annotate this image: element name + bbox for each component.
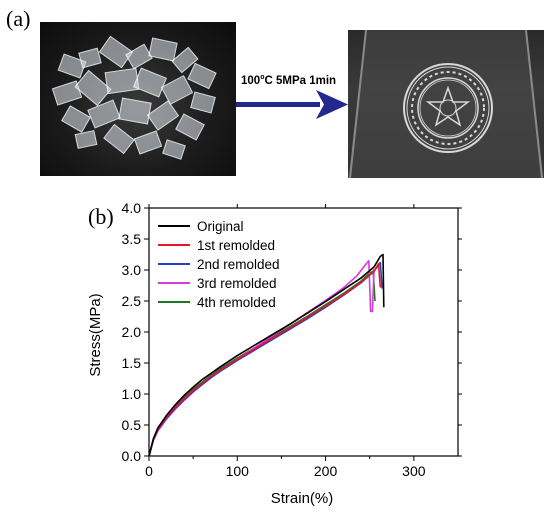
seal-emblem xyxy=(403,63,493,153)
y-tick-label: 2.0 xyxy=(122,324,142,340)
arrow-shaft xyxy=(236,102,320,107)
film-drawing xyxy=(348,30,544,178)
chart-axes: 0 100 200 300 0.0 0.5 1.0 1.5 2.0 2.5 3.0 3.5 4.0 xyxy=(122,200,462,479)
degree-symbol: o xyxy=(260,74,265,81)
process-rest: 5MPa 1min xyxy=(272,74,337,87)
photo-fragments xyxy=(40,22,236,176)
film-edge-left xyxy=(349,30,367,178)
x-tick-label: 0 xyxy=(145,463,153,479)
x-tick-label: 100 xyxy=(226,463,250,479)
process-temp: 100 xyxy=(241,74,261,87)
y-axis-label: Stress(MPa) xyxy=(87,293,104,376)
legend-label-0: Original xyxy=(197,219,244,234)
y-tick-label: 3.0 xyxy=(122,262,142,278)
legend-label-3: 3rd remolded xyxy=(197,276,277,291)
y-tick-label: 1.0 xyxy=(122,386,142,402)
x-axis-label: Strain(%) xyxy=(271,490,334,507)
legend-label-4: 4th remolded xyxy=(197,295,276,310)
y-tick-label: 0.5 xyxy=(122,417,142,433)
legend-label-2: 2nd remolded xyxy=(197,257,280,272)
photo-remolded-film xyxy=(348,30,544,178)
x-tick-label: 300 xyxy=(402,463,426,479)
process-conditions: 100oC 5MPa 1min xyxy=(241,74,336,87)
film-edge-right xyxy=(525,30,543,178)
y-tick-label: 0.0 xyxy=(122,448,142,464)
process-arrow xyxy=(236,90,348,119)
y-tick-label: 4.0 xyxy=(122,200,142,216)
chart-series xyxy=(148,253,385,457)
series-line-0 xyxy=(148,253,385,457)
panel-label-a: (a) xyxy=(6,6,31,31)
y-tick-label: 1.5 xyxy=(122,355,142,371)
chart-legend: Original 1st remolded 2nd remolded 3rd remo… xyxy=(158,219,280,310)
series-line-1 xyxy=(148,263,382,457)
plot-frame xyxy=(148,207,459,457)
x-tick-label: 200 xyxy=(314,463,338,479)
legend-label-1: 1st remolded xyxy=(197,238,275,253)
y-tick-label: 3.5 xyxy=(122,231,142,247)
process-temp-unit: C xyxy=(264,74,273,87)
arrow-head xyxy=(316,90,348,119)
film-sheet xyxy=(348,30,544,178)
y-tick-label: 2.5 xyxy=(122,293,142,309)
panel-label-b: (b) xyxy=(88,204,114,229)
